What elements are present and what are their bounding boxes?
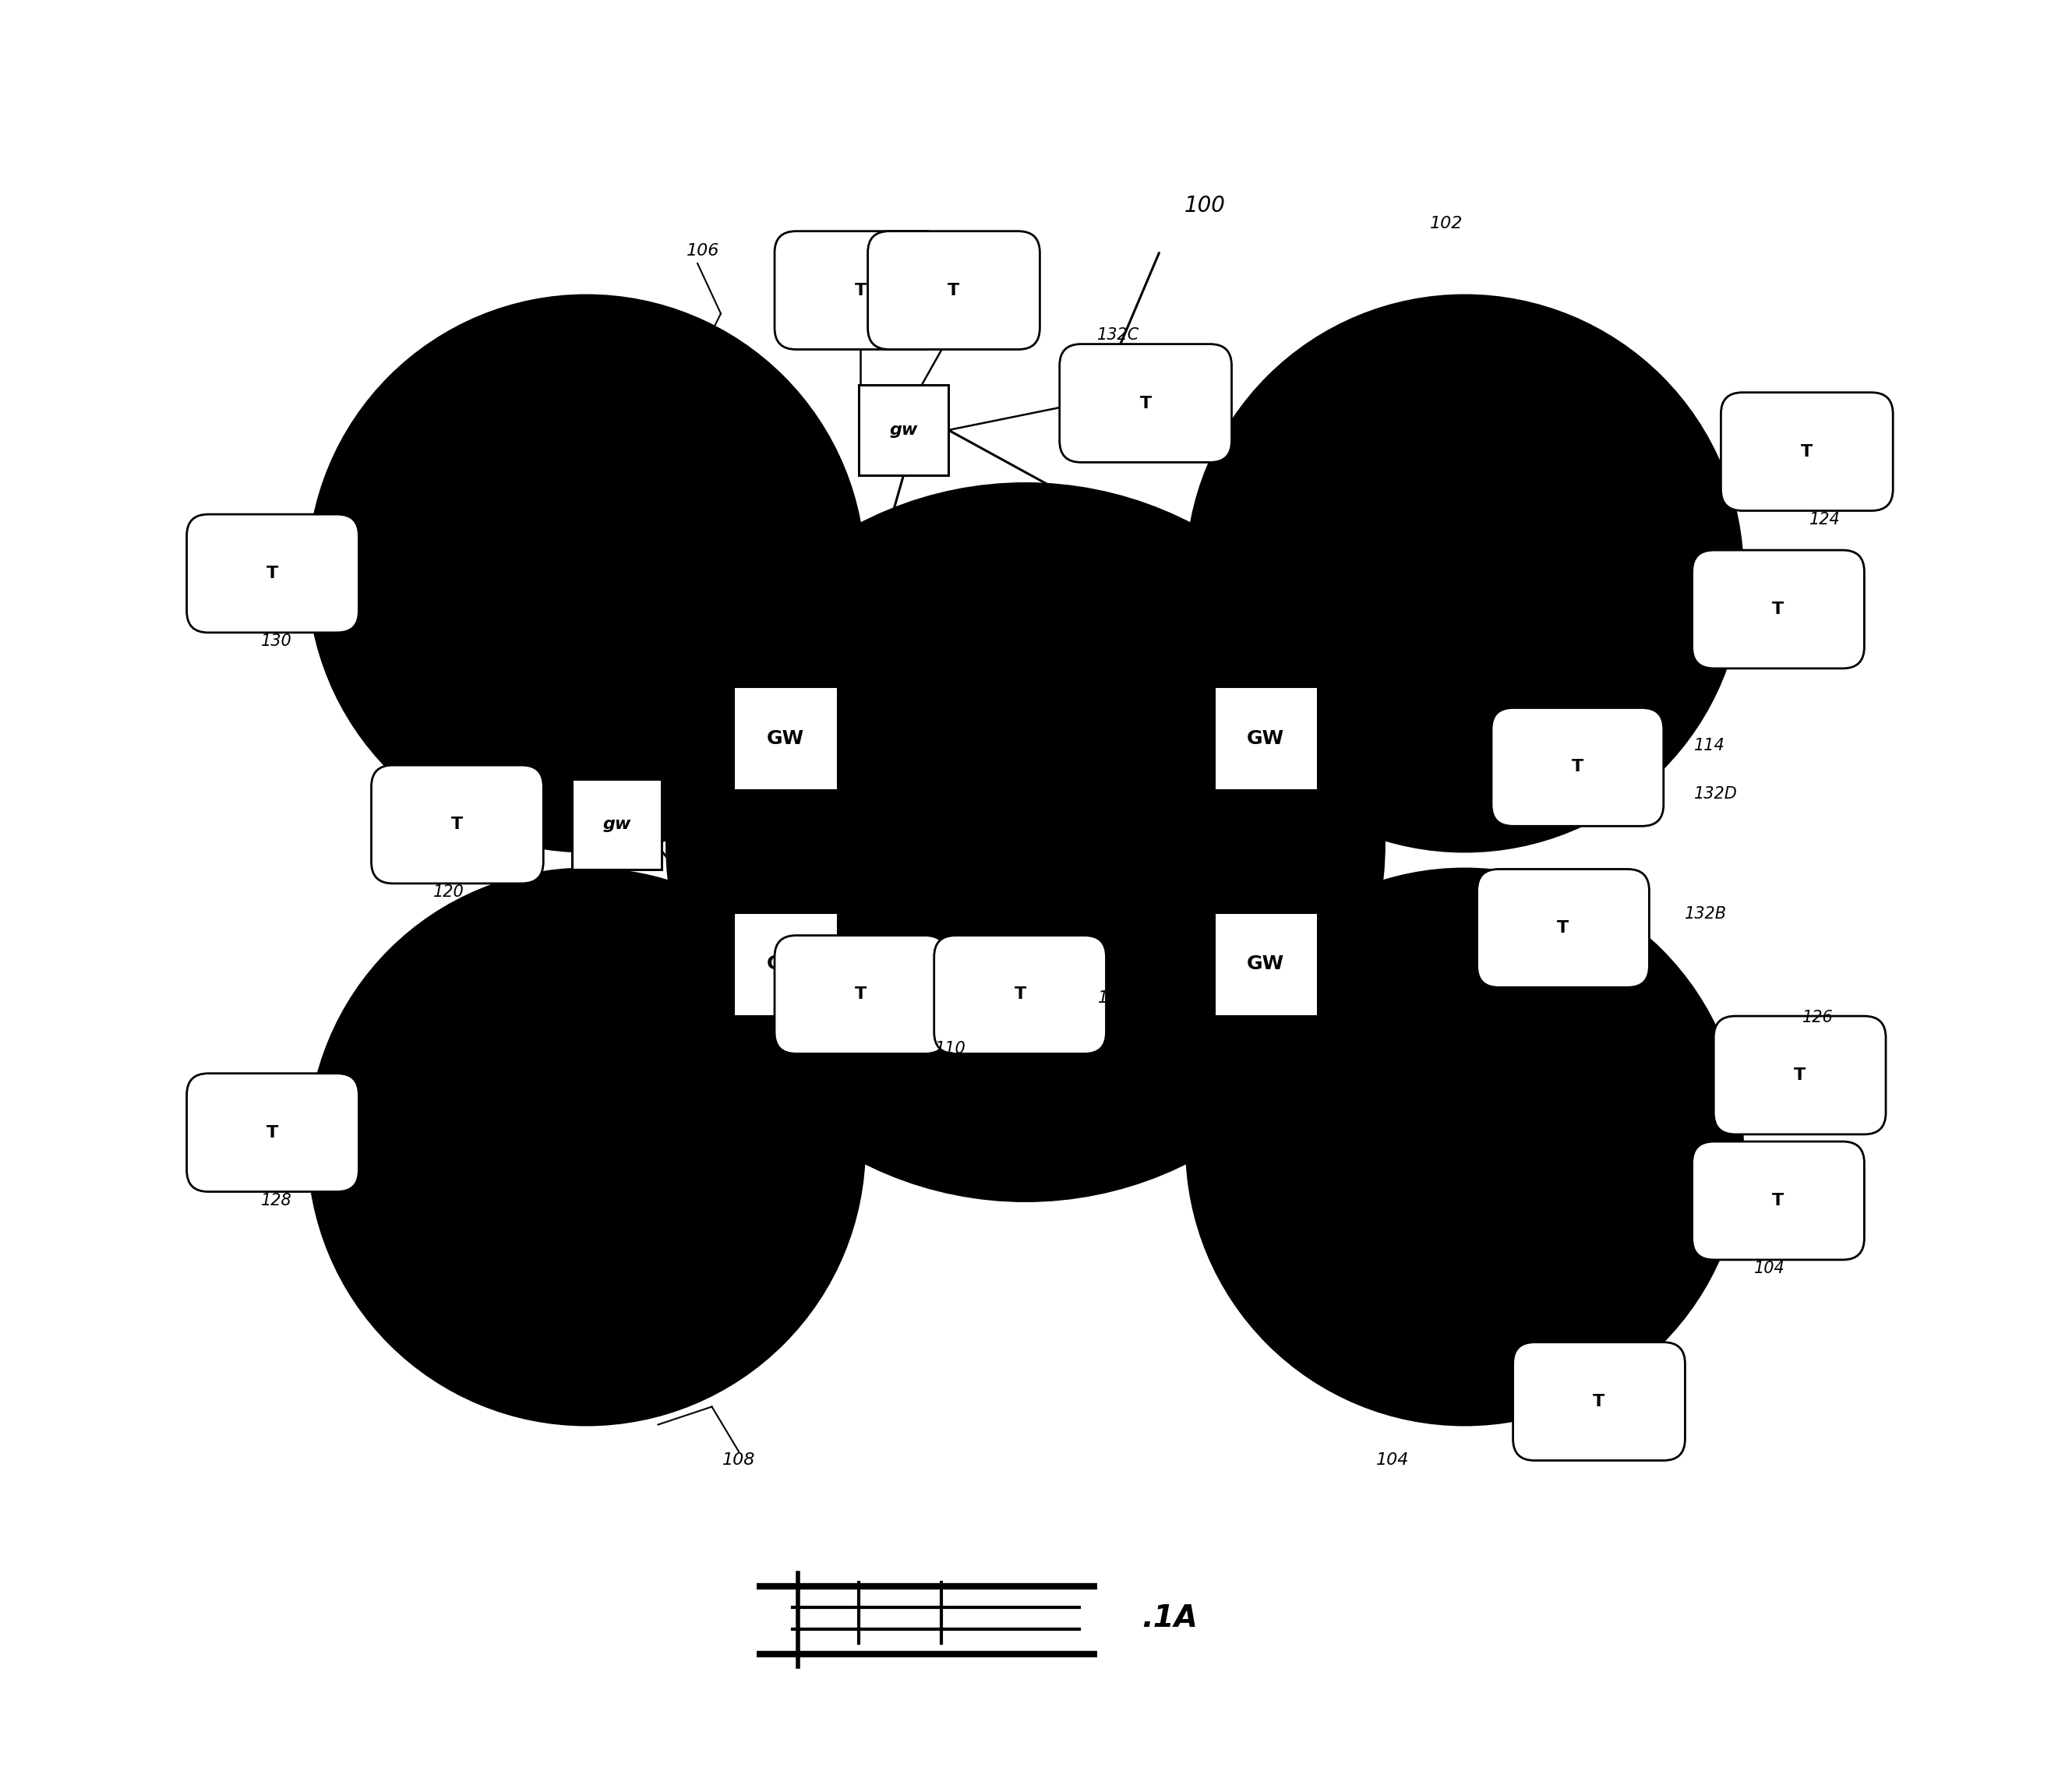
FancyBboxPatch shape <box>371 765 544 883</box>
Text: TDMA: TDMA <box>1415 505 1514 534</box>
Text: 120: 120 <box>433 885 464 900</box>
Bar <box>1214 912 1317 1016</box>
Text: 104: 104 <box>1376 1453 1409 1468</box>
Text: 124: 124 <box>1809 513 1840 527</box>
Text: gw: gw <box>890 423 917 437</box>
Text: GSM: GSM <box>1425 1079 1503 1107</box>
FancyBboxPatch shape <box>187 514 359 633</box>
Text: 110: 110 <box>935 1041 966 1055</box>
FancyBboxPatch shape <box>1477 869 1649 987</box>
Text: 104: 104 <box>1754 1262 1784 1276</box>
Text: T: T <box>1772 602 1784 616</box>
FancyBboxPatch shape <box>1491 708 1663 826</box>
Text: GW: GW <box>1247 955 1284 973</box>
Circle shape <box>308 869 863 1425</box>
Text: T: T <box>1772 1193 1784 1208</box>
Circle shape <box>308 296 863 851</box>
Text: T: T <box>1594 1394 1606 1409</box>
Text: T: T <box>855 987 868 1002</box>
Bar <box>734 686 837 790</box>
Text: T: T <box>948 283 960 297</box>
Circle shape <box>1188 296 1743 851</box>
FancyBboxPatch shape <box>775 231 948 349</box>
Text: gw: gw <box>603 817 632 831</box>
Text: 102: 102 <box>1430 217 1462 231</box>
Text: T: T <box>267 566 279 581</box>
Bar <box>734 912 837 1016</box>
FancyBboxPatch shape <box>187 1073 359 1192</box>
Text: T: T <box>1140 396 1151 410</box>
Bar <box>859 385 948 475</box>
FancyBboxPatch shape <box>868 231 1040 349</box>
Text: IP tel VAS: IP tel VAS <box>968 903 1083 925</box>
Text: T: T <box>1557 921 1569 935</box>
Text: 132D: 132D <box>1694 787 1737 801</box>
Text: 132B: 132B <box>1686 907 1727 921</box>
Text: 130: 130 <box>260 634 291 649</box>
FancyBboxPatch shape <box>775 935 948 1054</box>
FancyBboxPatch shape <box>1715 1016 1885 1134</box>
Text: T: T <box>1013 987 1026 1002</box>
Text: T: T <box>1801 444 1813 459</box>
Text: 128: 128 <box>260 1193 291 1208</box>
Text: GW: GW <box>1247 729 1284 747</box>
FancyBboxPatch shape <box>1721 392 1893 511</box>
Text: 132C: 132C <box>1097 328 1140 342</box>
Text: GW: GW <box>767 955 804 973</box>
Text: POTS: POTS <box>541 505 632 534</box>
Text: 126: 126 <box>1803 1011 1834 1025</box>
Text: 118: 118 <box>900 627 937 645</box>
Text: T: T <box>855 283 868 297</box>
Text: 114: 114 <box>1694 738 1725 753</box>
Text: IN: IN <box>572 631 601 652</box>
Circle shape <box>667 484 1384 1201</box>
Text: 108: 108 <box>722 1453 755 1468</box>
FancyBboxPatch shape <box>1060 344 1231 462</box>
FancyBboxPatch shape <box>1692 550 1864 668</box>
Text: 116: 116 <box>484 745 517 760</box>
Bar <box>1214 686 1317 790</box>
FancyBboxPatch shape <box>1692 1142 1864 1260</box>
Text: 100: 100 <box>1183 195 1224 217</box>
Text: .1A: .1A <box>1142 1604 1198 1633</box>
Text: T: T <box>451 817 464 831</box>
Text: 122: 122 <box>687 885 720 900</box>
Text: 132A: 132A <box>1023 1063 1067 1077</box>
FancyBboxPatch shape <box>933 935 1105 1054</box>
Text: IP Telephony: IP Telephony <box>937 731 1114 756</box>
Text: GW: GW <box>767 729 804 747</box>
Text: T: T <box>267 1125 279 1140</box>
Text: T: T <box>1571 760 1583 774</box>
Text: 106: 106 <box>687 244 720 258</box>
Text: GSM-IN: GSM-IN <box>1419 1204 1510 1226</box>
Text: CTI-VAS: CTI-VAS <box>539 1204 634 1226</box>
Text: T: T <box>1795 1068 1805 1082</box>
Circle shape <box>1188 869 1743 1425</box>
Bar <box>572 780 662 869</box>
Text: CTI: CTI <box>560 1079 613 1107</box>
FancyBboxPatch shape <box>1514 1342 1686 1460</box>
Text: 112: 112 <box>1097 991 1128 1005</box>
Text: WIN: WIN <box>1438 631 1491 652</box>
